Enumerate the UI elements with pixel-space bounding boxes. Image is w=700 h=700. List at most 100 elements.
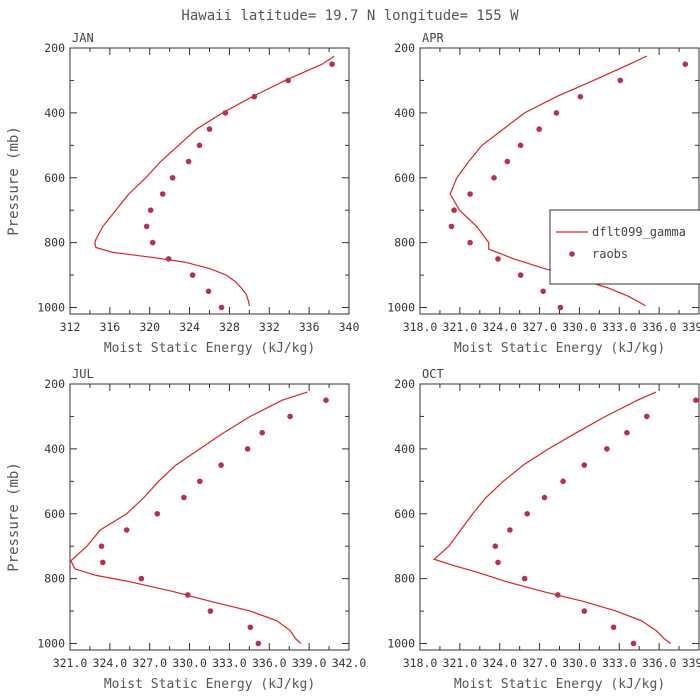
- raob-point: [185, 592, 191, 598]
- raob-point: [467, 191, 473, 197]
- panel-jan: JAN 200 400 600 800 1000 312 316 320 324 328 332 336…: [6, 31, 359, 356]
- y-tick-label: 200: [394, 41, 415, 55]
- raob-point: [143, 223, 150, 230]
- raob-point: [507, 527, 513, 533]
- x-tick-label: 321.0: [443, 656, 478, 670]
- raob-point: [541, 494, 548, 501]
- y-tick-label: 1000: [37, 637, 65, 651]
- x-tick-label: 321.0: [53, 656, 88, 670]
- raob-point: [259, 429, 266, 436]
- x-tick-label: 316: [99, 320, 120, 334]
- raob-point: [540, 288, 546, 295]
- x-tick-label: 312: [60, 320, 81, 334]
- raob-point: [517, 272, 524, 278]
- x-axis-label: Moist Static Energy (kJ/kg): [104, 677, 315, 692]
- model-profile-line: [94, 55, 335, 307]
- legend-label-model: dflt099_gamma: [592, 225, 686, 239]
- raob-point: [222, 110, 229, 116]
- y-tick-label: 600: [44, 171, 65, 185]
- raob-point: [617, 77, 623, 84]
- raob-point: [495, 256, 501, 262]
- raob-point: [247, 624, 254, 631]
- raob-point: [244, 446, 251, 452]
- raob-point: [287, 413, 293, 420]
- raob-point: [521, 575, 528, 582]
- raob-point: [644, 413, 650, 420]
- raob-point: [189, 272, 196, 278]
- y-tick-label: 800: [44, 236, 65, 250]
- raob-point: [197, 478, 203, 485]
- raob-point: [154, 511, 161, 517]
- raob-point: [100, 559, 106, 566]
- y-axis-label: Pressure (mb): [6, 462, 22, 572]
- x-axis-label: Moist Static Energy (kJ/kg): [454, 677, 665, 692]
- raob-point: [218, 462, 224, 468]
- plot-frame: [69, 47, 350, 315]
- y-tick-label: 600: [394, 171, 415, 185]
- x-tick-label: 330.0: [562, 656, 597, 670]
- x-tick-label: 332: [259, 320, 280, 334]
- raob-point: [610, 624, 617, 631]
- panel-month-label: JAN: [72, 31, 94, 45]
- model-profile-line: [449, 55, 648, 307]
- x-tick-label: 339.0: [292, 656, 327, 670]
- raob-point: [495, 559, 501, 566]
- raob-point: [329, 61, 335, 67]
- raob-point: [517, 142, 524, 149]
- panel-month-label: OCT: [422, 367, 444, 381]
- x-tick-label: 320: [139, 320, 160, 334]
- x-tick-label: 330.0: [562, 320, 597, 334]
- y-tick-label: 600: [394, 507, 415, 521]
- raob-point: [123, 527, 130, 533]
- raob-point: [682, 61, 689, 67]
- raob-point: [451, 207, 457, 213]
- x-tick-label: 333.0: [602, 656, 637, 670]
- y-axis-label: Pressure (mb): [6, 126, 22, 236]
- y-tick-label: 600: [44, 507, 65, 521]
- raob-point: [218, 304, 225, 311]
- y-tick-label: 200: [44, 41, 65, 55]
- x-tick-label: 327.0: [522, 656, 557, 670]
- raob-point: [492, 543, 499, 549]
- raob-point: [169, 175, 176, 181]
- plot-frame: [419, 383, 700, 651]
- raob-point: [149, 239, 156, 246]
- x-tick-label: 339.0: [682, 656, 700, 670]
- x-axis-label: Moist Static Energy (kJ/kg): [454, 341, 665, 356]
- panel-month-label: JUL: [72, 367, 94, 381]
- raob-point: [693, 397, 699, 404]
- raob-point: [604, 446, 610, 452]
- panel-apr: APR 200 400 600 800 1000 318.0 321.0 324.0 327.0 3…: [387, 31, 700, 356]
- y-tick-label: 800: [44, 572, 65, 586]
- y-tick-label: 200: [394, 377, 415, 391]
- x-tick-label: 318.0: [403, 656, 438, 670]
- raob-point: [553, 110, 560, 116]
- y-tick-label: 800: [394, 236, 415, 250]
- x-tick-label: 324.0: [482, 656, 517, 670]
- x-tick-label: 333.0: [602, 320, 637, 334]
- y-tick-label: 400: [394, 442, 415, 456]
- panel-jul: JUL 200 400 600 800 1000 321.0 324.0 327.0 330.0 3…: [6, 367, 366, 692]
- raob-point: [165, 256, 172, 262]
- raob-point: [555, 592, 561, 598]
- figure-title: Hawaii latitude= 19.7 N longitude= 155 W: [181, 8, 519, 24]
- panels: JAN 200 400 600 800 1000 312 316 320 324 328 332 336…: [6, 31, 700, 692]
- legend-label-raobs: raobs: [592, 247, 628, 261]
- raob-point: [624, 429, 630, 436]
- y-tick-label: 1000: [37, 301, 65, 315]
- raob-point: [138, 575, 145, 582]
- raob-point: [581, 462, 588, 468]
- raob-point: [181, 494, 187, 501]
- x-tick-label: 324.0: [93, 656, 128, 670]
- panel-month-label: APR: [422, 31, 444, 45]
- x-tick-label: 339.0: [682, 320, 700, 334]
- raob-point: [630, 640, 637, 647]
- x-tick-label: 336.0: [642, 656, 677, 670]
- x-tick-label: 342.0: [332, 656, 367, 670]
- raob-point: [524, 511, 530, 517]
- raob-point: [147, 207, 154, 213]
- x-tick-label: 321.0: [443, 320, 478, 334]
- x-axis-label: Moist Static Energy (kJ/kg): [104, 341, 315, 356]
